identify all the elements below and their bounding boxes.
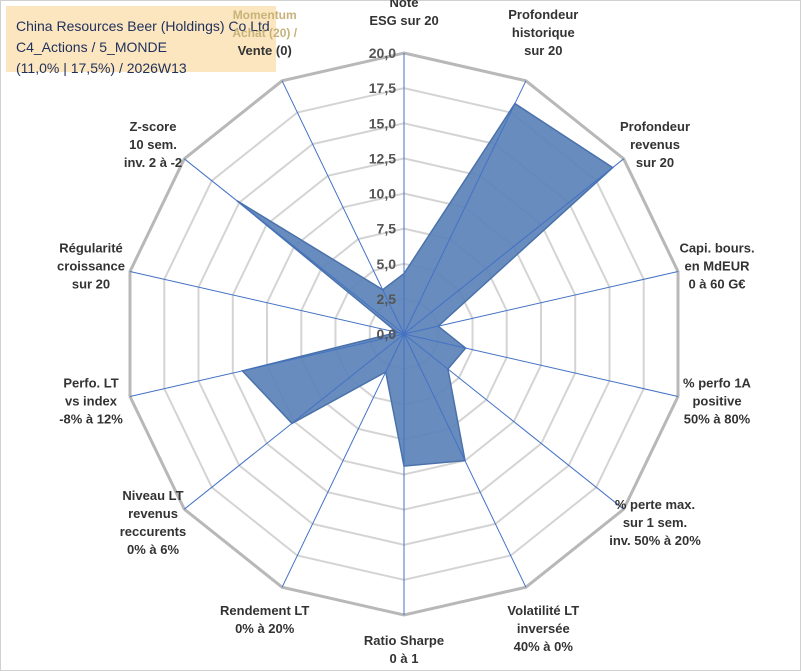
spoke-6 (403, 333, 527, 588)
tick-label-8: 20,0 (369, 45, 396, 61)
axis-label-4: % perfo 1A positive 50% à 80% (683, 375, 752, 426)
spoke-10 (129, 333, 405, 397)
spoke-4 (403, 333, 679, 397)
spoke-5 (403, 333, 625, 510)
tick-label-1: 2,5 (377, 291, 397, 307)
tick-label-7: 17,5 (369, 80, 396, 96)
spoke-8 (281, 333, 405, 588)
axis-label-5: % perte max. sur 1 sem. inv. 50% à 20% (609, 497, 701, 548)
title-box: China Resources Beer (Holdings) Co Ltd C… (6, 6, 276, 76)
axis-label-6: Volatilité LT inversée 40% à 0% (507, 603, 579, 654)
spoke-13 (281, 80, 405, 335)
axis-label-7: Ratio Sharpe 0 à 1 (364, 633, 444, 666)
spoke-9 (183, 333, 405, 510)
radar-tick-labels: 0,0 2,5 5,0 7,5 10,0 12,5 15,0 17,5 20,0 (369, 45, 396, 342)
spoke-12 (183, 158, 405, 335)
axis-label-1: Profondeur historique sur 20 (508, 7, 578, 58)
axis-label-11: Régularité croissance sur 20 (57, 241, 125, 292)
spoke-1 (403, 80, 527, 335)
axis-label-13: Momentum Achat (20) / Vente (0) (232, 8, 297, 58)
chart-title-line-1: China Resources Beer (Holdings) Co Ltd (16, 18, 270, 34)
axis-label-8: Rendement LT 0% à 20% (220, 603, 309, 636)
chart-title-line-2: C4_Actions / 5_MONDE (16, 39, 167, 55)
axis-label-3: Capi. bours. en MdEUR 0 à 60 G€ (679, 241, 754, 292)
tick-label-2: 5,0 (377, 256, 397, 272)
radar-axis-labels: Note ESG sur 20 Profondeur historique sur 20… (57, 0, 755, 666)
axis-label-9: Niveau LT revenus reccurents 0% à 6% (120, 488, 186, 557)
axis-label-0: Note ESG sur 20 (369, 0, 438, 28)
tick-label-3: 7,5 (377, 221, 397, 237)
spoke-2 (403, 158, 625, 335)
chart-title-line-3: (11,0% | 17,5%) / 2026W13 (16, 60, 187, 76)
radar-spokes (129, 53, 679, 615)
tick-label-6: 15,0 (369, 115, 396, 131)
spoke-11 (129, 271, 405, 335)
tick-label-5: 12,5 (369, 150, 396, 166)
spoke-3 (403, 271, 679, 335)
tick-label-0: 0,0 (377, 326, 397, 342)
tick-label-4: 10,0 (369, 186, 396, 202)
axis-label-12: Z-score 10 sem. inv. 2 à -2 (124, 119, 182, 170)
axis-label-2: Profondeur revenus sur 20 (620, 119, 690, 170)
axis-label-10: Perfo. LT vs index -8% à 12% (59, 375, 123, 426)
